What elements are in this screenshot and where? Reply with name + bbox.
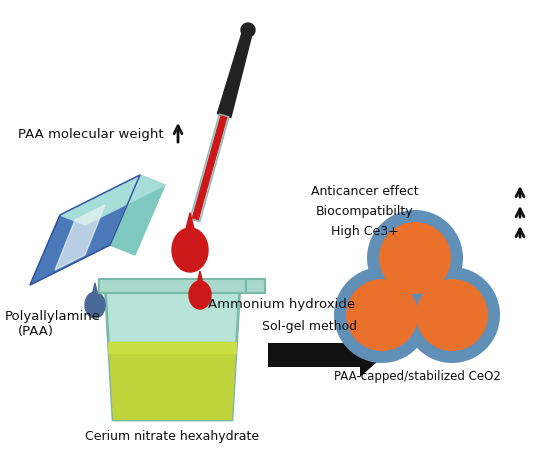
Polygon shape [246,279,265,293]
Polygon shape [30,175,140,285]
Circle shape [367,210,463,306]
Polygon shape [105,285,240,420]
Text: (PAA): (PAA) [18,325,54,338]
Circle shape [416,279,488,351]
Text: Polyallylamine: Polyallylamine [5,310,101,323]
Polygon shape [172,228,208,272]
Text: Ammonium hydroxide: Ammonium hydroxide [208,298,355,311]
Polygon shape [189,281,211,309]
Polygon shape [99,279,246,293]
Circle shape [334,267,430,363]
Polygon shape [268,333,385,377]
Polygon shape [217,29,252,117]
Polygon shape [85,292,105,318]
Polygon shape [190,114,229,221]
Polygon shape [241,23,255,37]
Circle shape [404,267,500,363]
Circle shape [346,279,418,351]
Circle shape [379,222,451,294]
Text: Biocompatibilty: Biocompatibilty [316,205,414,218]
Polygon shape [60,175,165,225]
Polygon shape [197,271,204,285]
Text: Sol-gel method: Sol-gel method [262,320,358,333]
Text: Anticancer effect: Anticancer effect [311,185,419,198]
Polygon shape [55,205,105,270]
Polygon shape [110,175,165,255]
Text: PAA-capped/stabilized CeO2: PAA-capped/stabilized CeO2 [333,370,500,383]
Text: PAA molecular weight: PAA molecular weight [18,128,164,141]
Polygon shape [185,212,195,234]
Polygon shape [108,342,236,420]
Polygon shape [192,115,227,221]
Text: High Ce3+: High Ce3+ [331,225,399,238]
Polygon shape [92,283,98,296]
Text: Cerium nitrate hexahydrate: Cerium nitrate hexahydrate [85,430,259,443]
Polygon shape [108,342,236,354]
